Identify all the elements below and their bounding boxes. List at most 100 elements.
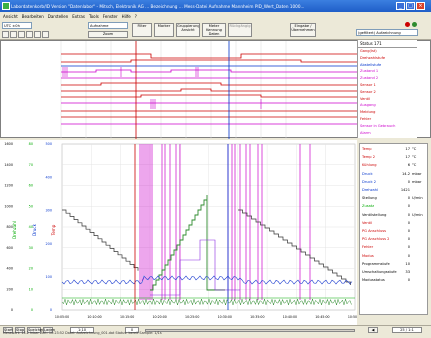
y-tick-label: 20 xyxy=(29,267,33,271)
y-tick-label: 10 xyxy=(29,287,33,291)
status-row[interactable]: Sensor in Gebrauch1 xyxy=(360,124,395,130)
y-tick-label: 50 xyxy=(29,204,33,208)
minimize-button[interactable]: _ xyxy=(396,2,405,10)
x-tick-label: 10:30:00 xyxy=(218,315,232,319)
x-tick-label: 10:45:00 xyxy=(315,315,329,319)
status-bar: Messwert: 14.2 mbar Zeit: 10:23:52 Datei… xyxy=(3,331,162,335)
undo-button[interactable]: Rückgängig xyxy=(228,23,252,37)
channel-value: 17 xyxy=(405,155,410,160)
tool-button-4[interactable] xyxy=(26,31,33,38)
status-row[interactable]: Zustand 21 xyxy=(360,76,378,82)
start-button[interactable]: Start xyxy=(3,327,13,333)
status-value: 1 xyxy=(420,124,431,128)
tool-button-6[interactable] xyxy=(42,31,49,38)
channel-label: Modusstatus xyxy=(362,278,385,283)
status-label: Abstellstufe xyxy=(360,62,382,67)
tool-button-3[interactable] xyxy=(18,31,25,38)
recording-combo[interactable]: Aufnahme xyxy=(88,22,128,29)
status-row[interactable]: Drehzahlstufe1 xyxy=(360,56,385,62)
x-tick-label: 10:20:00 xyxy=(153,315,167,319)
channel-unit: mbar xyxy=(412,171,422,176)
close-button[interactable]: × xyxy=(416,2,425,10)
status-list-header: Status 171 xyxy=(358,40,417,48)
menu-item-extras[interactable]: Extras xyxy=(72,13,85,19)
save-button[interactable]: Speichern xyxy=(27,327,46,333)
y-tick-label: 200 xyxy=(7,287,13,291)
x-tick-label: 10:40:00 xyxy=(283,315,297,319)
menu-item-darstellen[interactable]: Darstellen xyxy=(47,13,69,19)
position-field[interactable]: 0 xyxy=(125,327,139,333)
y-axis-label: Druck xyxy=(32,223,37,235)
y-tick-label: 600 xyxy=(7,246,13,250)
maximize-button[interactable]: □ xyxy=(406,2,415,10)
menu-item-tools[interactable]: Tools xyxy=(88,13,99,19)
channel-value: 0 xyxy=(407,204,410,209)
channel-value: 0 xyxy=(407,179,410,184)
y-tick-label: 1000 xyxy=(4,204,13,208)
recording-filter-combo[interactable]: (gefiltert) Aufzeichnung xyxy=(356,29,418,36)
page-prev-button[interactable]: ◀ xyxy=(368,327,378,333)
y-tick-label: 400 xyxy=(46,175,52,179)
apply-button[interactable]: Eingabe / Übernehmen xyxy=(290,23,316,37)
channel-label: Stellung xyxy=(362,196,377,201)
channel-label: PG Anschluss xyxy=(362,229,386,233)
time-scrollbar[interactable] xyxy=(145,329,355,332)
status-row[interactable]: Sensor 11 xyxy=(360,83,376,89)
status-label: Fehler xyxy=(360,117,372,121)
status-row[interactable]: Meldung1 xyxy=(360,110,375,116)
status-value: 1 xyxy=(420,97,431,101)
y-tick-label: 1600 xyxy=(4,142,13,146)
menu-item-hilfe[interactable]: Hilfe xyxy=(121,13,131,19)
status-row[interactable]: Abstellstufe1 xyxy=(360,63,381,69)
status-row[interactable]: Sensor 21 xyxy=(360,90,376,96)
page-field[interactable]: 25 / 1:1 xyxy=(392,327,422,333)
tool-button-1[interactable] xyxy=(2,31,9,38)
menu-bar: Ansicht Bearbeiten Darstellen Extras Too… xyxy=(0,12,431,20)
tool-button-2[interactable] xyxy=(10,31,17,38)
channel-label: Fehler xyxy=(362,245,374,250)
channel-unit: °C xyxy=(412,147,417,151)
channel-value: 0 xyxy=(407,253,410,258)
channel-label: Umschaltungsstufe xyxy=(362,270,397,274)
series-black-right xyxy=(238,209,351,285)
status-row[interactable]: Ausgang0 xyxy=(360,103,376,109)
status-row[interactable]: Ventil1 xyxy=(360,97,370,103)
marker-button[interactable]: Marker xyxy=(154,23,174,37)
zoom-button[interactable]: Zoom xyxy=(88,31,128,38)
menu-item-help[interactable]: ? xyxy=(134,13,137,19)
y-tick-label: 0 xyxy=(50,308,52,312)
channel-label: Temp xyxy=(362,147,372,151)
channel-value-panel: Temp 17 °C Temp 2 17 °C Kühlung 6 °C Druck 14.2 mba… xyxy=(359,143,428,315)
status-label: Zustand 1 xyxy=(360,69,379,74)
channel-label: Modus xyxy=(362,253,374,258)
channel-label: Temp 2 xyxy=(362,155,376,160)
meter-id-button[interactable]: Meter Kennung Daten xyxy=(202,23,226,37)
x-tick-label: 10:35:00 xyxy=(250,315,264,319)
menu-item-ansicht[interactable]: Ansicht xyxy=(3,13,18,19)
status-row[interactable]: Gang(Ist)1 xyxy=(360,49,377,55)
channel-unit: U/min xyxy=(412,212,423,217)
timezone-combo[interactable]: UTC ±0h xyxy=(2,22,32,29)
status-row[interactable]: Fehler1 xyxy=(360,117,371,123)
zoom-field[interactable]: 1:10 xyxy=(70,327,94,333)
channel-label: Ventil xyxy=(362,220,373,225)
status-row[interactable]: Zustand 11 xyxy=(360,69,378,75)
stop-button[interactable]: Stop xyxy=(15,327,25,333)
load-button[interactable]: Laden xyxy=(43,327,55,333)
channel-label: Druck xyxy=(362,171,373,176)
tool-button-5[interactable] xyxy=(34,31,41,38)
status-value: 1 xyxy=(420,90,431,94)
channel-value: 0 xyxy=(407,278,410,283)
menu-item-fenster[interactable]: Fenster xyxy=(102,13,118,19)
y-axis-label: Drehzahl xyxy=(12,221,17,239)
menu-item-bearbeiten[interactable]: Bearbeiten xyxy=(21,13,44,19)
channel-value: 33 xyxy=(405,270,410,274)
filter-button[interactable]: Filter xyxy=(132,23,152,37)
y-tick-label: 300 xyxy=(46,209,52,213)
status-label: Sensor 1 xyxy=(360,83,376,87)
group-view-button[interactable]: Gruppierungs-Ansicht xyxy=(176,23,200,37)
status-label: Meldung xyxy=(360,110,376,115)
channel-label: PG Anschluss 2 xyxy=(362,237,390,242)
